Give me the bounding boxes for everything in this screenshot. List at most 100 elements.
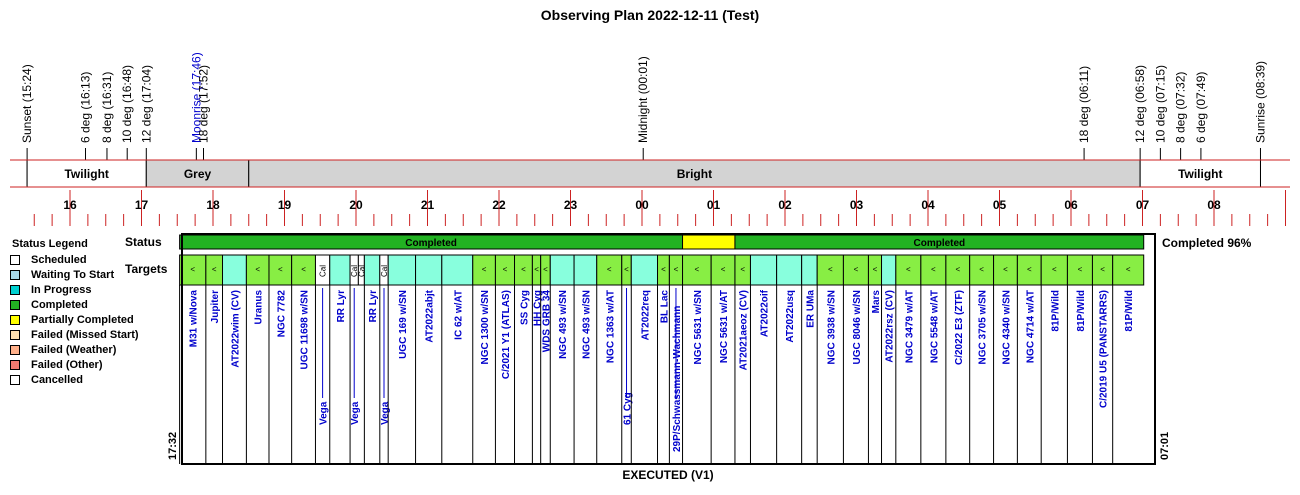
target-name-21: NGC 493 w/SN bbox=[581, 290, 592, 359]
legend-item-0: Scheduled bbox=[10, 252, 139, 267]
legend-item-4: Partially Completed bbox=[10, 312, 139, 327]
events-layer: Sunset (15:24) 6 deg (16:13) 8 deg (16:31)… bbox=[20, 52, 1267, 186]
target-block-10 bbox=[363, 254, 381, 286]
target-name-39: C/2022 E3 (ZTF) bbox=[954, 290, 965, 365]
target-mark-0: < bbox=[190, 265, 195, 274]
completion-label: Completed 96% bbox=[1162, 236, 1252, 250]
hour-tick-label-6: 22 bbox=[492, 198, 506, 212]
legend-swatch bbox=[10, 269, 20, 280]
target-name-32: ER UMa bbox=[805, 290, 816, 328]
target-mark-4: < bbox=[278, 265, 283, 274]
hour-tick-label-8: 00 bbox=[635, 198, 649, 212]
hour-axis: 16 17 18 19 20 21 22 23 00 01 02 03 04 05 06 07 08 bbox=[33, 190, 1286, 226]
event-label-2: 8 deg (16:31) bbox=[100, 72, 114, 143]
target-name-2: AT2022wim (CV) bbox=[230, 290, 241, 368]
target-mark-33: < bbox=[828, 265, 833, 274]
target-mark-8: Cal bbox=[350, 265, 359, 277]
target-name-46: 81P/Wild bbox=[1124, 290, 1135, 332]
legend-label: Partially Completed bbox=[31, 313, 134, 326]
hour-tick-label-9: 01 bbox=[707, 198, 721, 212]
target-mark-9: Cal bbox=[357, 265, 366, 277]
target-name-26: 29P/Schwassmann-Wachmann bbox=[672, 306, 683, 452]
target-block-31 bbox=[776, 254, 803, 286]
legend-label: Cancelled bbox=[31, 373, 83, 386]
target-mark-40: < bbox=[979, 265, 984, 274]
target-mark-28: < bbox=[721, 265, 726, 274]
target-name-19: WDS GRB 34 bbox=[541, 290, 552, 353]
target-block-46 bbox=[1112, 254, 1145, 286]
sky-period-label-1: Grey bbox=[184, 167, 212, 181]
legend-label: Failed (Missed Start) bbox=[31, 328, 139, 341]
target-name-4: NGC 7782 bbox=[276, 290, 287, 338]
sky-period-label-0: Twilight bbox=[64, 167, 108, 181]
legend-label: Waiting To Start bbox=[31, 268, 115, 281]
target-block-30 bbox=[749, 254, 778, 286]
target-block-7 bbox=[329, 254, 351, 286]
target-mark-27: < bbox=[695, 265, 700, 274]
footer-label: EXECUTED (V1) bbox=[622, 468, 713, 482]
legend-label: In Progress bbox=[31, 283, 92, 296]
target-name-18: HH Cyg bbox=[533, 290, 544, 326]
target-mark-43: < bbox=[1052, 265, 1057, 274]
hour-tick-label-12: 04 bbox=[921, 198, 935, 212]
event-label-12: 6 deg (07:49) bbox=[1194, 72, 1208, 143]
event-label-13: Sunrise (08:39) bbox=[1253, 61, 1267, 143]
event-label-11: 8 deg (07:32) bbox=[1174, 72, 1188, 143]
target-block-21 bbox=[573, 254, 598, 286]
target-mark-11: Cal bbox=[380, 265, 389, 277]
target-name-22: NGC 1363 w/AT bbox=[605, 290, 616, 363]
targets-bar: < M31 w/Nova < Jupiter AT2022wim (CV) < Uranus… bbox=[179, 254, 1145, 464]
target-block-24 bbox=[630, 254, 659, 286]
target-name-3: Uranus bbox=[254, 290, 265, 325]
legend-swatch bbox=[10, 299, 20, 310]
legend-label: Failed (Other) bbox=[31, 358, 103, 371]
target-mark-1: < bbox=[212, 265, 217, 274]
target-name-7: RR Lyr bbox=[336, 290, 347, 323]
target-block-44 bbox=[1066, 254, 1093, 286]
target-name-25: BL Lac bbox=[659, 290, 670, 324]
target-name-30: AT2022oif bbox=[760, 289, 771, 337]
legend-title: Status Legend bbox=[12, 238, 88, 250]
legend-item-3: Completed bbox=[10, 297, 139, 312]
target-name-1: Jupiter bbox=[210, 290, 221, 323]
target-block-34 bbox=[842, 254, 869, 286]
target-block-2 bbox=[222, 254, 247, 286]
legend-swatch bbox=[10, 344, 20, 355]
target-name-11: Vega bbox=[380, 401, 391, 425]
legend-swatch bbox=[10, 314, 20, 325]
start-time-label: 17:32 bbox=[167, 432, 179, 460]
target-mark-45: < bbox=[1100, 265, 1105, 274]
target-name-41: NGC 4340 w/SN bbox=[1001, 290, 1012, 364]
target-name-20: NGC 493 w/SN bbox=[558, 290, 569, 359]
target-mark-19: < bbox=[543, 265, 548, 274]
hour-tick-label-0: 16 bbox=[63, 198, 77, 212]
sky-period-label-2: Bright bbox=[677, 167, 712, 181]
event-label-0: Sunset (15:24) bbox=[20, 64, 34, 143]
target-block-20 bbox=[549, 254, 575, 286]
target-name-23: 61 Cyg bbox=[623, 392, 634, 425]
legend-item-6: Failed (Weather) bbox=[10, 342, 139, 357]
target-mark-38: < bbox=[931, 265, 936, 274]
target-block-38 bbox=[920, 254, 947, 286]
hour-tick-label-1: 17 bbox=[135, 198, 149, 212]
target-block-27 bbox=[682, 254, 712, 286]
status-bar: Completed Completed bbox=[179, 234, 1145, 250]
target-name-15: NGC 1300 w/SN bbox=[480, 290, 491, 364]
legend-swatch bbox=[10, 329, 20, 340]
target-name-6: Vega bbox=[319, 401, 330, 425]
target-name-40: NGC 3705 w/SN bbox=[978, 290, 989, 364]
execution-frame bbox=[181, 233, 1156, 465]
event-label-3: 10 deg (16:48) bbox=[120, 65, 134, 143]
legend-item-1: Waiting To Start bbox=[10, 267, 139, 282]
target-mark-42: < bbox=[1027, 265, 1032, 274]
hour-tick-label-7: 23 bbox=[564, 198, 578, 212]
target-mark-29: < bbox=[740, 265, 745, 274]
target-name-35: Mars bbox=[871, 290, 882, 314]
target-mark-18: < bbox=[534, 265, 539, 274]
sky-period-3 bbox=[1139, 159, 1261, 188]
target-name-14: IC 62 w/AT bbox=[453, 290, 464, 340]
target-mark-16: < bbox=[503, 265, 508, 274]
legend-swatch bbox=[10, 284, 20, 295]
hour-tick-label-15: 07 bbox=[1136, 198, 1150, 212]
